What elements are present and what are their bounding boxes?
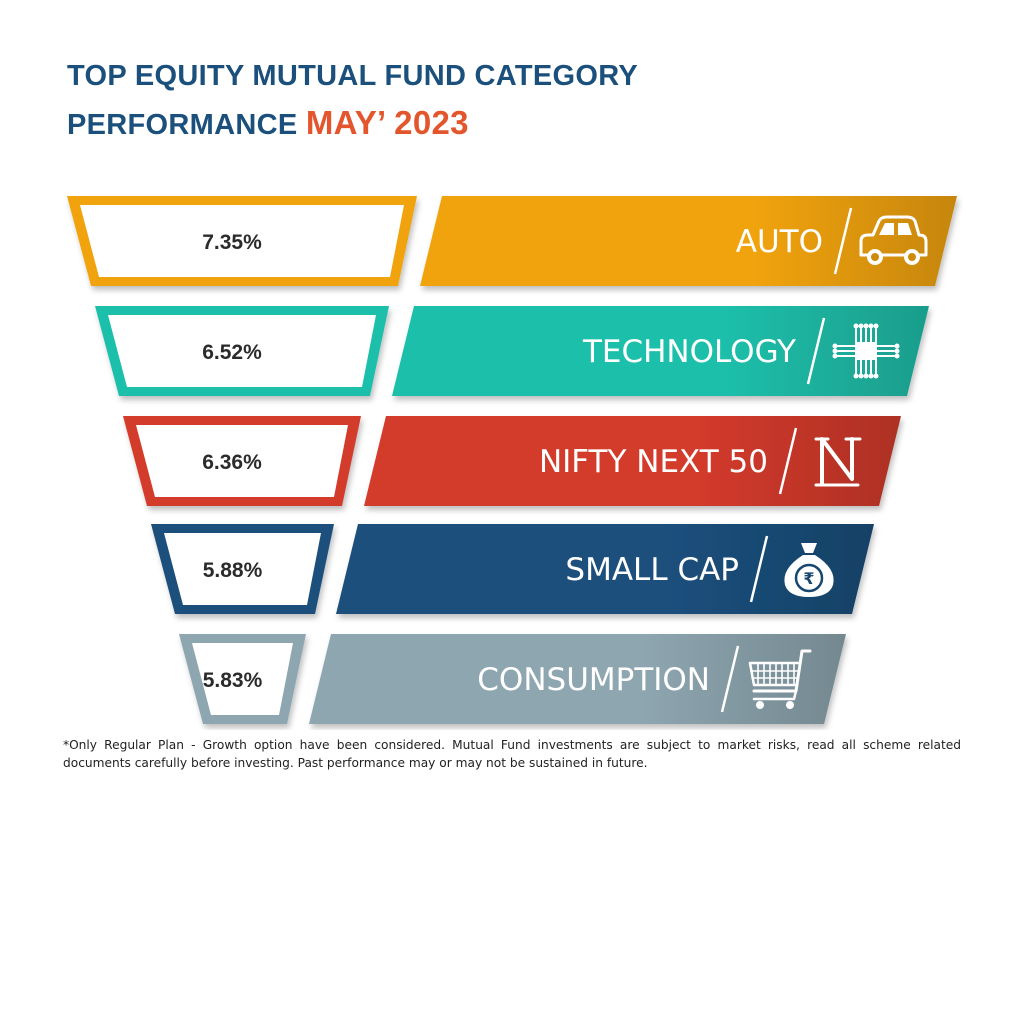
category-band-nifty-next-50 (364, 416, 901, 506)
category-band-small-cap (336, 524, 874, 614)
category-label-small-cap: SMALL CAP (565, 552, 739, 588)
value-label-small-cap: 5.88% (203, 559, 263, 582)
value-box-inner (192, 643, 293, 715)
title-line-1: TOP EQUITY MUTUAL FUND CATEGORY (67, 60, 639, 92)
nifty-logo-icon (814, 437, 862, 487)
title-performance: PERFORMANCE (67, 109, 298, 141)
funnel-row-nifty-next-50: 6.36% NIFTY NEXT 50 (123, 416, 901, 506)
divider-slash (833, 207, 853, 275)
value-label-nifty-next-50: 6.36% (202, 451, 262, 474)
category-label-nifty-next-50: NIFTY NEXT 50 (539, 444, 768, 480)
title-line-2: PERFORMANCE MAY’ 2023 (67, 104, 469, 142)
category-label-technology: TECHNOLOGY (582, 334, 796, 370)
category-label-consumption: CONSUMPTION (477, 662, 710, 698)
funnel-row-consumption: 5.83% CONSUMPTION (179, 634, 846, 724)
value-box-inner (164, 533, 321, 605)
divider-slash (720, 645, 740, 713)
divider-slash (749, 535, 769, 603)
category-band-technology (392, 306, 929, 396)
disclaimer: *Only Regular Plan - Growth option have … (63, 738, 961, 770)
value-label-consumption: 5.83% (203, 669, 263, 692)
funnel-row-technology: 6.52% TECHNOLOGY (95, 306, 929, 396)
category-label-auto: AUTO (736, 224, 823, 260)
circuit-chip-icon (832, 323, 900, 379)
funnel-row-small-cap: 5.88% SMALL CAP ₹ (151, 524, 874, 614)
money-bag-rupee-icon: ₹ (784, 543, 834, 597)
category-band-consumption (309, 634, 846, 724)
category-band-auto (420, 196, 957, 286)
car-icon (859, 215, 928, 265)
divider-slash (778, 427, 798, 495)
value-box-inner (136, 425, 348, 497)
value-label-technology: 6.52% (202, 341, 262, 364)
value-box-inner (80, 205, 404, 277)
funnel-row-auto: 7.35% AUTO (67, 196, 957, 286)
title-date: MAY’ 2023 (305, 104, 469, 141)
value-box-inner (108, 315, 376, 387)
shopping-cart-icon (748, 649, 812, 709)
svg-text:₹: ₹ (803, 569, 814, 588)
divider-slash (806, 317, 826, 385)
funnel-chart: 7.35% AUTO 6.52% TECHNOLOGY 6.36% NIFTY NEXT … (67, 196, 957, 724)
value-label-auto: 7.35% (202, 231, 262, 254)
